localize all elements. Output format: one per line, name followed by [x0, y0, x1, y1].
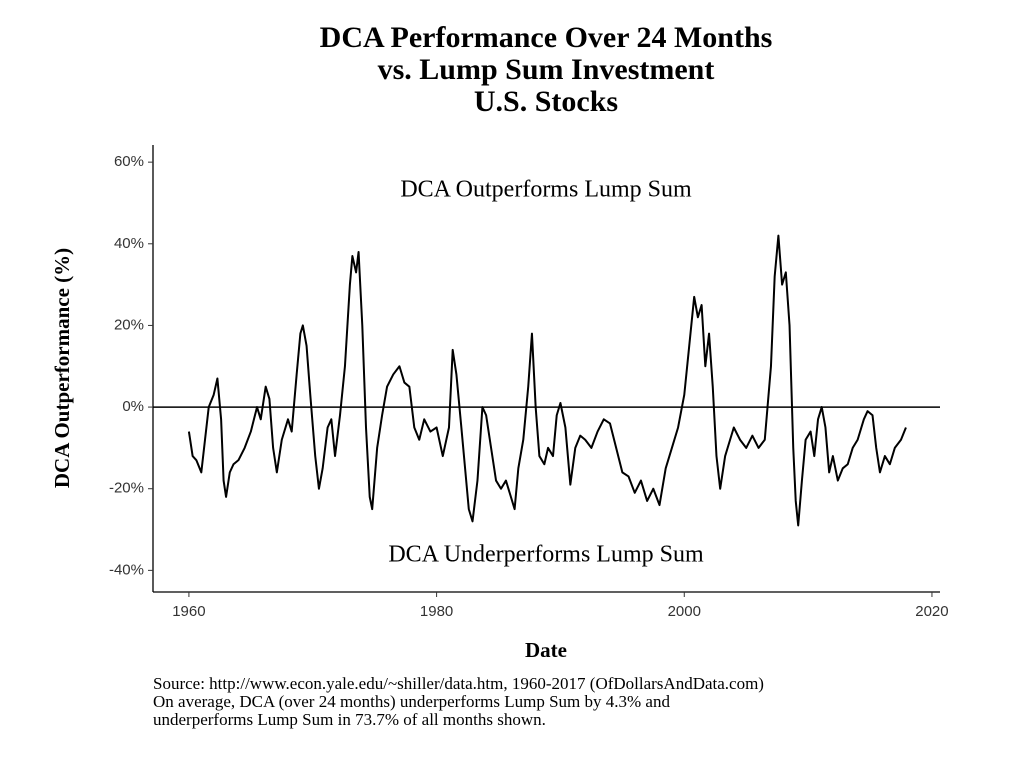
chart-title: vs. Lump Sum Investment — [378, 53, 715, 86]
x-tick-label: 2000 — [668, 603, 701, 620]
y-tick-label: 20% — [114, 316, 144, 333]
caption: Source: http://www.econ.yale.edu/~shille… — [153, 674, 764, 693]
y-tick-label: 0% — [122, 398, 144, 415]
caption: underperforms Lump Sum in 73.7% of all m… — [153, 710, 546, 729]
x-axis-label: Date — [525, 638, 567, 662]
x-tick-label: 2020 — [915, 603, 948, 620]
y-axis-label: DCA Outperformance (%) — [50, 248, 74, 488]
y-tick-label: -40% — [109, 561, 144, 578]
data-line — [187, 234, 907, 527]
x-tick-label: 1960 — [172, 603, 205, 620]
y-tick-label: 60% — [114, 153, 144, 170]
annotation: DCA Underperforms Lump Sum — [388, 542, 704, 568]
y-tick-label: 40% — [114, 235, 144, 252]
caption: On average, DCA (over 24 months) underpe… — [153, 692, 670, 711]
annotation: DCA Outperforms Lump Sum — [400, 177, 692, 203]
chart-title: U.S. Stocks — [474, 85, 618, 118]
y-tick-label: -20% — [109, 480, 144, 497]
x-tick-label: 1980 — [420, 603, 453, 620]
chart-title: DCA Performance Over 24 Months — [320, 21, 773, 54]
